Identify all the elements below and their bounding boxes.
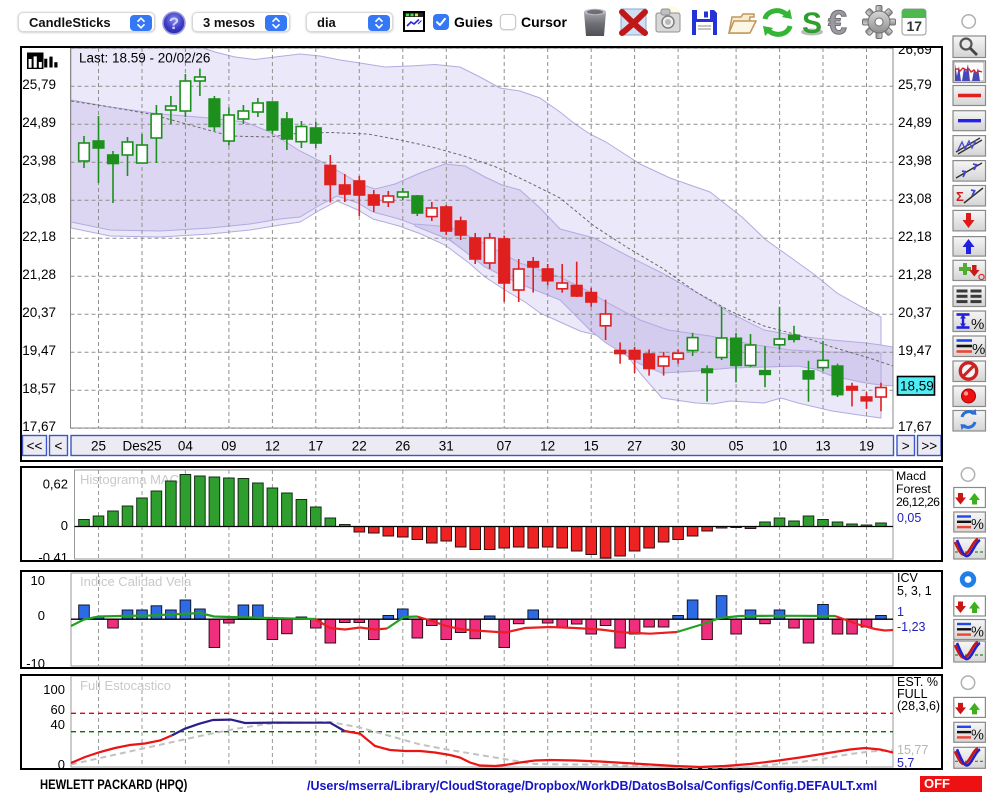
svg-text:18,57: 18,57 — [22, 381, 56, 396]
svg-text:40: 40 — [51, 717, 65, 732]
svg-text:ICV: ICV — [897, 572, 919, 585]
svg-text:17: 17 — [308, 438, 323, 453]
svg-text:€: € — [828, 4, 847, 42]
svg-text:23,08: 23,08 — [22, 191, 56, 206]
svg-text:19,47: 19,47 — [22, 343, 56, 358]
svg-text:26,12,26: 26,12,26 — [896, 495, 940, 509]
svg-text:26,69: 26,69 — [898, 48, 932, 57]
svg-text:15: 15 — [584, 438, 599, 453]
svg-text:12: 12 — [265, 438, 280, 453]
svg-text:Σ: Σ — [956, 189, 964, 204]
svg-text:-0,41: -0,41 — [38, 550, 68, 560]
svg-text:17: 17 — [907, 18, 923, 34]
svg-text:-10: -10 — [26, 656, 45, 667]
svg-text:Full Estocastico: Full Estocastico — [80, 678, 171, 693]
svg-text:60: 60 — [51, 702, 65, 717]
svg-text:0,62: 0,62 — [43, 477, 68, 492]
svg-text:EST. %: EST. % — [897, 676, 938, 689]
svg-text:24,89: 24,89 — [22, 115, 56, 130]
svg-text:%: % — [971, 517, 984, 533]
svg-text:>>: >> — [921, 438, 937, 453]
svg-text:Des25: Des25 — [122, 438, 161, 453]
svg-text:24,89: 24,89 — [898, 115, 932, 130]
svg-text:25,79: 25,79 — [22, 77, 56, 92]
svg-text:13: 13 — [815, 438, 830, 453]
svg-text:04: 04 — [178, 438, 194, 453]
svg-text:20,37: 20,37 — [22, 305, 56, 320]
svg-text:22,18: 22,18 — [22, 229, 56, 244]
svg-text:20,37: 20,37 — [898, 305, 932, 320]
svg-text:23,98: 23,98 — [898, 153, 932, 168]
svg-text:-1,23: -1,23 — [897, 620, 926, 634]
svg-text:0: 0 — [61, 518, 68, 533]
svg-text:31: 31 — [439, 438, 454, 453]
svg-text:5,7: 5,7 — [897, 756, 914, 770]
svg-text:23,08: 23,08 — [898, 191, 932, 206]
svg-text:19,47: 19,47 — [898, 343, 932, 358]
svg-text:Histograma MACD: Histograma MACD — [80, 472, 188, 487]
svg-text:19: 19 — [859, 438, 874, 453]
svg-text:26: 26 — [395, 438, 410, 453]
svg-text:?: ? — [169, 14, 179, 33]
svg-text:%: % — [971, 316, 984, 333]
svg-text:25,79: 25,79 — [898, 77, 932, 92]
svg-text:18,59: 18,59 — [900, 379, 934, 394]
svg-text:<: < — [55, 438, 63, 453]
svg-text:FULL: FULL — [897, 687, 928, 701]
svg-text:Forest: Forest — [896, 482, 931, 496]
svg-text:09: 09 — [221, 438, 236, 453]
svg-text:%: % — [971, 727, 984, 743]
svg-text:5, 3, 1: 5, 3, 1 — [897, 584, 932, 598]
svg-text:>: > — [902, 438, 910, 453]
svg-text:22,18: 22,18 — [898, 229, 932, 244]
svg-text:0: 0 — [38, 608, 45, 623]
svg-text:Macd: Macd — [896, 469, 926, 483]
svg-text:0: 0 — [58, 757, 65, 770]
svg-text:Indice Calidad Vela: Indice Calidad Vela — [80, 574, 192, 589]
svg-text:17,67: 17,67 — [22, 419, 56, 434]
svg-text:100: 100 — [43, 682, 65, 697]
svg-text:17,67: 17,67 — [898, 419, 932, 434]
svg-text:0,05: 0,05 — [897, 511, 921, 525]
svg-text:S: S — [802, 7, 822, 40]
svg-text:23,98: 23,98 — [22, 153, 56, 168]
svg-text:%: % — [972, 341, 985, 358]
svg-text:1: 1 — [897, 605, 904, 619]
svg-text:%: % — [971, 625, 984, 641]
svg-text:15,77: 15,77 — [897, 743, 928, 757]
svg-text:(28,3,6): (28,3,6) — [897, 699, 940, 713]
svg-text:21,28: 21,28 — [22, 267, 56, 282]
svg-text:27: 27 — [627, 438, 642, 453]
svg-text:22: 22 — [352, 438, 367, 453]
svg-text:05: 05 — [729, 438, 744, 453]
svg-text:<<: << — [27, 438, 43, 453]
svg-text:10: 10 — [772, 438, 787, 453]
svg-text:25: 25 — [91, 438, 106, 453]
svg-text:07: 07 — [497, 438, 512, 453]
svg-text:10: 10 — [31, 573, 45, 588]
svg-text:21,28: 21,28 — [898, 267, 932, 282]
svg-text:Last: 18.59 - 20/02/26: Last: 18.59 - 20/02/26 — [79, 51, 210, 66]
svg-text:12: 12 — [540, 438, 555, 453]
svg-text:30: 30 — [671, 438, 686, 453]
